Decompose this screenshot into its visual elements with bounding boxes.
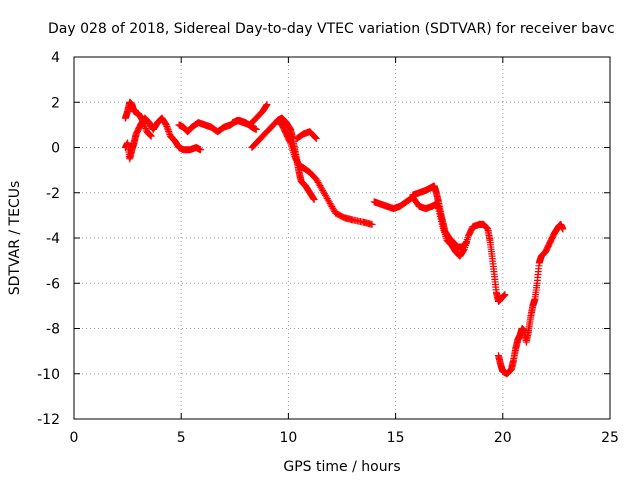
data-point xyxy=(147,132,155,140)
y-tick-label: -12 xyxy=(37,412,60,428)
data-point xyxy=(461,240,469,248)
data-point xyxy=(141,123,149,131)
data-point xyxy=(500,291,508,299)
series-sdtvar xyxy=(121,98,567,378)
data-point xyxy=(163,122,171,130)
x-tick-label: 20 xyxy=(494,430,512,446)
data-point xyxy=(164,126,172,134)
data-point xyxy=(163,124,171,132)
data-point xyxy=(142,124,150,132)
x-tick-label: 5 xyxy=(177,430,186,446)
data-point xyxy=(252,125,260,133)
y-tick-label: 2 xyxy=(51,95,60,111)
grid-lines xyxy=(74,57,610,419)
data-point xyxy=(165,129,173,137)
y-tick-label: 4 xyxy=(51,50,60,66)
data-point xyxy=(311,133,319,141)
data-point xyxy=(310,196,318,204)
data-point xyxy=(312,134,320,142)
data-point xyxy=(165,127,173,135)
chart-title: Day 028 of 2018, Sidereal Day-to-day VTE… xyxy=(48,21,615,37)
data-point xyxy=(462,239,470,247)
y-tick-label: -2 xyxy=(46,186,60,202)
data-point xyxy=(263,101,271,109)
y-axis-label: SDTVAR / TECUs xyxy=(7,181,23,296)
data-point xyxy=(162,121,170,129)
x-tick-label: 0 xyxy=(70,430,79,446)
y-tick-label: -10 xyxy=(37,367,60,383)
data-point xyxy=(368,220,376,228)
y-tick-label: -4 xyxy=(46,231,60,247)
x-axis: 0 5 10 15 20 25 xyxy=(70,57,619,446)
data-point xyxy=(559,225,567,233)
y-tick-label: 0 xyxy=(51,141,60,157)
x-tick-label: 15 xyxy=(387,430,405,446)
data-point xyxy=(196,146,204,154)
data-point xyxy=(146,131,154,139)
data-point xyxy=(262,101,270,109)
y-tick-label: -6 xyxy=(46,276,60,292)
y-tick-label: -8 xyxy=(46,322,60,338)
data-point xyxy=(500,292,508,300)
data-point xyxy=(310,195,318,203)
y-axis: -12 -10 -8 -6 -4 -2 0 2 4 xyxy=(37,50,610,428)
data-point xyxy=(501,291,509,299)
x-tick-label: 10 xyxy=(279,430,297,446)
data-point xyxy=(147,132,155,140)
x-axis-label: GPS time / hours xyxy=(283,459,400,475)
data-point xyxy=(462,239,470,247)
x-tick-label: 25 xyxy=(601,430,619,446)
data-point xyxy=(286,138,294,146)
